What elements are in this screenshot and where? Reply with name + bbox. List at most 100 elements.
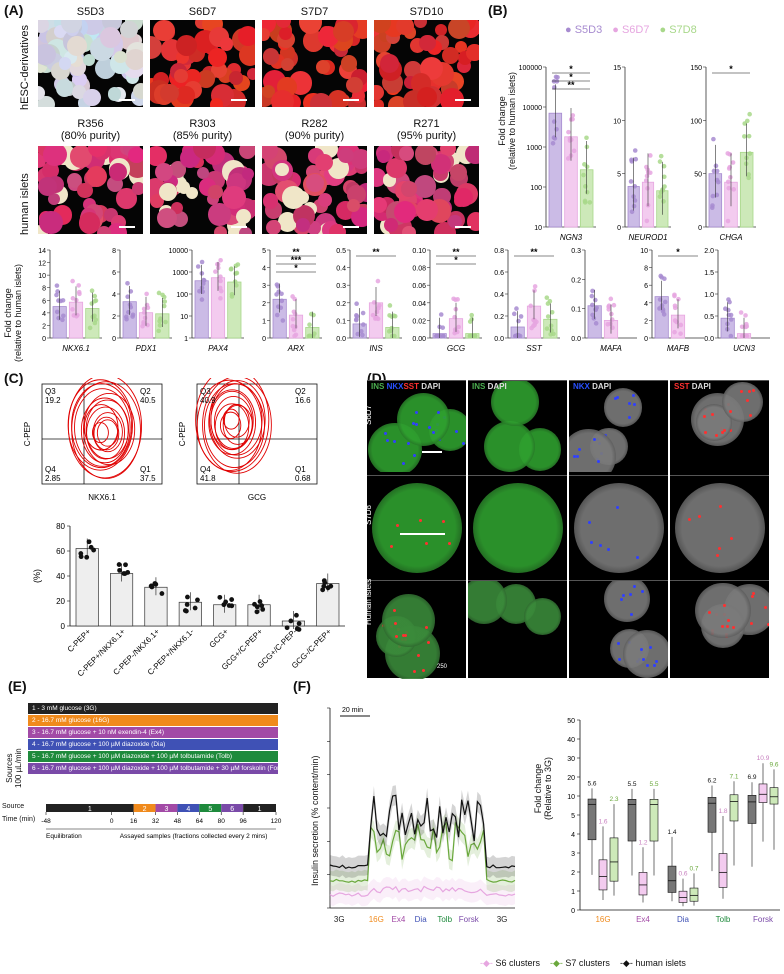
cluster xyxy=(483,420,535,472)
marker-dot xyxy=(396,524,400,528)
data-point xyxy=(93,298,99,303)
data-point xyxy=(643,178,649,183)
tick-label: 0.2 xyxy=(494,314,504,321)
channel-name: DAPI xyxy=(592,382,612,391)
data-point xyxy=(746,133,752,139)
data-point xyxy=(93,317,99,323)
cell-blob xyxy=(414,175,437,198)
data-point xyxy=(659,303,665,308)
tick-label: 50 xyxy=(567,718,575,725)
cell-blob xyxy=(83,88,101,107)
data-point xyxy=(184,602,190,607)
data-point xyxy=(629,209,635,215)
sig-mark: ** xyxy=(292,247,300,257)
condition-bar: 4 - 16.7 mM glucose + 100 µM diazoxide (… xyxy=(28,739,278,750)
box xyxy=(707,797,717,833)
cell-blob xyxy=(107,87,122,101)
box xyxy=(769,787,779,805)
micrograph xyxy=(374,146,479,234)
cell-blob xyxy=(69,146,93,168)
data-point xyxy=(199,297,205,302)
data-point xyxy=(163,319,168,325)
marker-dot xyxy=(575,455,579,459)
cell-blob xyxy=(128,146,143,164)
cluster xyxy=(573,482,664,573)
marker-dot xyxy=(384,431,388,435)
segment-label: 1 xyxy=(88,806,92,813)
data-point xyxy=(747,111,752,117)
flow-text: 100 µL/min xyxy=(14,748,23,788)
median-label: 9.6 xyxy=(769,761,778,768)
tick-label: 0.2 xyxy=(571,277,581,284)
scale-bar xyxy=(400,533,445,535)
marker-dot xyxy=(617,658,621,662)
data-point xyxy=(657,159,663,164)
marker-dot xyxy=(419,518,423,522)
tick-label: 20 xyxy=(56,597,65,606)
cell-blob xyxy=(315,153,333,172)
cell-blob xyxy=(159,83,179,103)
tick-label: 100 xyxy=(530,185,542,192)
group-label: Forsk xyxy=(753,915,774,924)
marker-dot xyxy=(389,545,393,549)
data-point xyxy=(141,306,147,312)
tick-label: 0.6 xyxy=(494,270,504,277)
cell-blob xyxy=(55,79,74,97)
data-point xyxy=(629,157,634,163)
marker-dot xyxy=(592,438,596,442)
cluster xyxy=(623,630,668,679)
contour xyxy=(83,392,136,466)
sig-mark: ** xyxy=(452,247,460,257)
tick-label: 100 xyxy=(690,118,702,125)
cell-blob xyxy=(415,199,438,222)
channel-name: DAPI xyxy=(421,382,441,391)
tick-label: 0.4 xyxy=(336,266,346,273)
channel-name: INS xyxy=(472,382,488,391)
legend-label: S7D8 xyxy=(669,24,697,36)
scalebar-label: 20 min xyxy=(342,707,363,714)
cell-blob xyxy=(154,162,174,182)
cell-blob xyxy=(150,35,162,60)
cell-blob xyxy=(132,82,143,99)
chart-ins: 0.5 0.4 0.3 0.2 0.1 0.0 ** INS xyxy=(336,247,402,353)
data-point xyxy=(544,326,550,331)
marker-dot xyxy=(454,429,458,433)
gene-label: NEUROD1 xyxy=(628,233,667,242)
legend-label: human islets xyxy=(635,958,686,968)
cell-blob xyxy=(401,181,417,197)
data-point xyxy=(609,317,615,322)
data-point xyxy=(228,266,234,272)
scale-bar xyxy=(119,99,135,101)
tick-label: 5 xyxy=(262,248,266,255)
box-ylabel-top: Fold change xyxy=(533,763,543,814)
data-point xyxy=(566,129,571,135)
cell-blob xyxy=(380,53,400,73)
cell-blob xyxy=(207,203,231,226)
cell-blob xyxy=(450,163,468,181)
marker-dot xyxy=(646,663,650,667)
fluorescence-image xyxy=(569,380,668,472)
gene-label: MAFB xyxy=(667,344,690,353)
cell-blob xyxy=(158,182,178,202)
data-point xyxy=(125,570,131,575)
data-point xyxy=(90,314,96,320)
data-point xyxy=(726,166,732,171)
marker-dot xyxy=(729,428,733,432)
marker-dot xyxy=(394,622,398,626)
data-point xyxy=(554,79,560,84)
data-point xyxy=(89,288,95,293)
data-point xyxy=(213,269,218,274)
cell-blob xyxy=(430,153,451,174)
tick-label: 0 xyxy=(644,336,648,343)
trace-line xyxy=(329,885,516,897)
q3-label: Q3 xyxy=(200,387,211,396)
cell-blob xyxy=(395,20,414,35)
marker-dot xyxy=(395,634,399,638)
data-point xyxy=(389,314,395,319)
tick-label: 150 xyxy=(690,65,702,72)
data-point xyxy=(54,283,60,288)
data-point xyxy=(440,325,446,330)
assayed-label: Assayed samples (fractions collected eve… xyxy=(120,833,268,840)
data-point xyxy=(440,333,446,339)
